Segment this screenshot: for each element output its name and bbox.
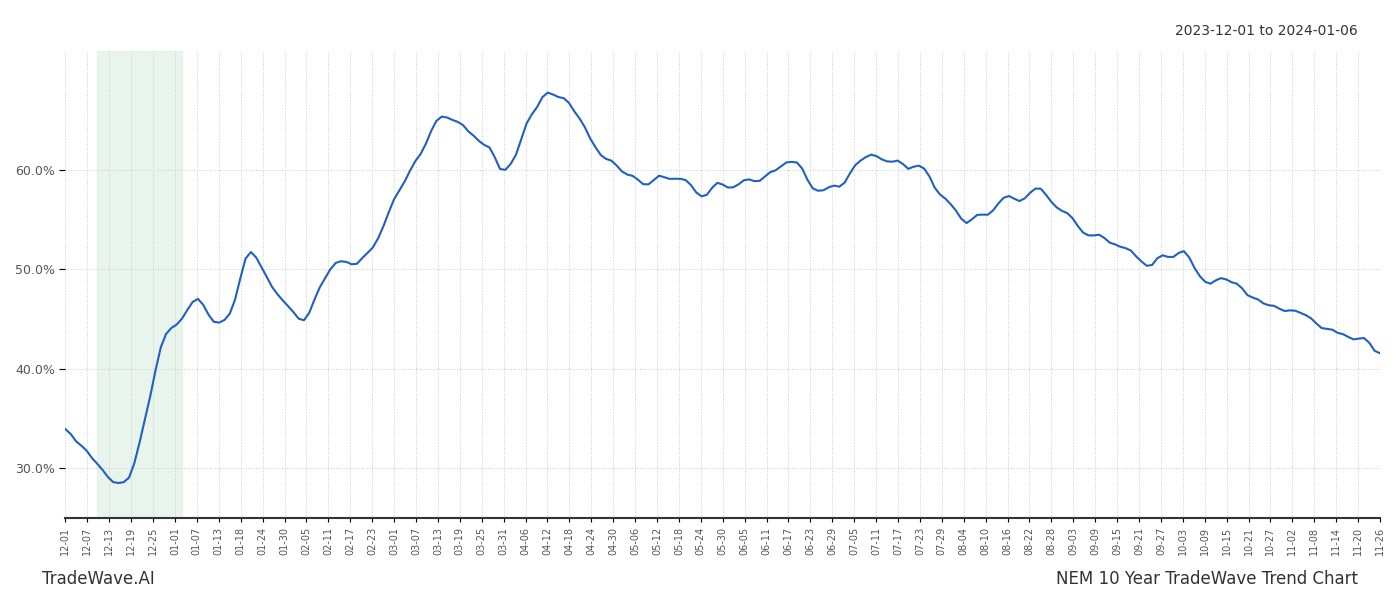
Bar	[97, 51, 182, 518]
Text: 2023-12-01 to 2024-01-06: 2023-12-01 to 2024-01-06	[1175, 24, 1358, 38]
Text: TradeWave.AI: TradeWave.AI	[42, 570, 155, 588]
Text: NEM 10 Year TradeWave Trend Chart: NEM 10 Year TradeWave Trend Chart	[1056, 570, 1358, 588]
